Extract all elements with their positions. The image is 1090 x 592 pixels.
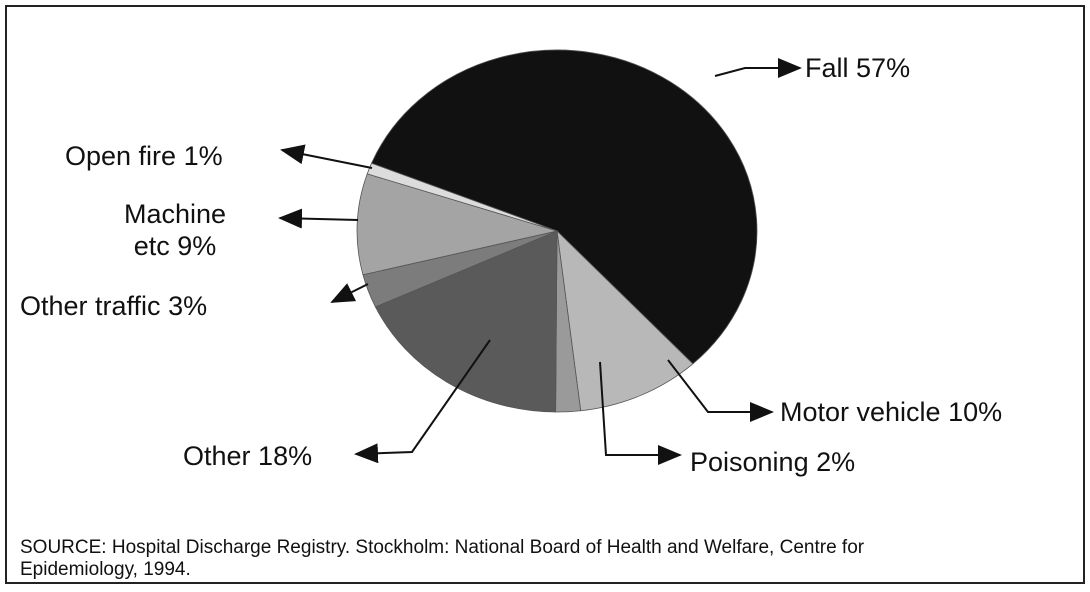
value-label: 3% bbox=[168, 291, 208, 321]
slice bbox=[366, 162, 558, 232]
slice bbox=[374, 230, 558, 413]
value-label: 1% bbox=[183, 141, 223, 171]
leader bbox=[667, 359, 774, 422]
slice-label: Fall 57% bbox=[805, 52, 910, 84]
category-label: Machine etc bbox=[123, 199, 227, 261]
value-label: 10% bbox=[948, 397, 1003, 427]
slice-label: Open fire 1% bbox=[65, 140, 223, 172]
leader bbox=[714, 58, 802, 78]
slice-label: Poisoning 2% bbox=[690, 446, 855, 478]
leader bbox=[354, 339, 491, 464]
slice bbox=[556, 229, 694, 412]
slice bbox=[371, 49, 758, 365]
category-label: Fall bbox=[805, 53, 849, 83]
category-label: Other traffic bbox=[20, 291, 161, 321]
slice-label: Machine etc 9% bbox=[110, 198, 240, 262]
pie bbox=[356, 49, 758, 413]
value-label: 18% bbox=[258, 441, 313, 471]
value-label: 9% bbox=[177, 231, 217, 261]
leader bbox=[599, 361, 682, 465]
leader bbox=[330, 283, 369, 303]
category-label: Open fire bbox=[65, 141, 177, 171]
slice-label: Other traffic 3% bbox=[20, 290, 207, 322]
source: SOURCE: Hospital Discharge Registry. Sto… bbox=[20, 537, 865, 580]
category-label: Poisoning bbox=[690, 447, 809, 477]
frame bbox=[5, 5, 1085, 584]
leader-lines bbox=[278, 58, 802, 465]
slice bbox=[356, 173, 559, 276]
slice-label: Motor vehicle 10% bbox=[780, 396, 1002, 428]
category-label: Other bbox=[183, 441, 251, 471]
leader bbox=[278, 208, 359, 229]
category-label: Motor vehicle bbox=[780, 397, 941, 427]
value-label: 2% bbox=[816, 447, 856, 477]
slice-label: Other 18% bbox=[183, 440, 312, 472]
value-label: 57% bbox=[856, 53, 911, 83]
leader bbox=[280, 144, 373, 169]
